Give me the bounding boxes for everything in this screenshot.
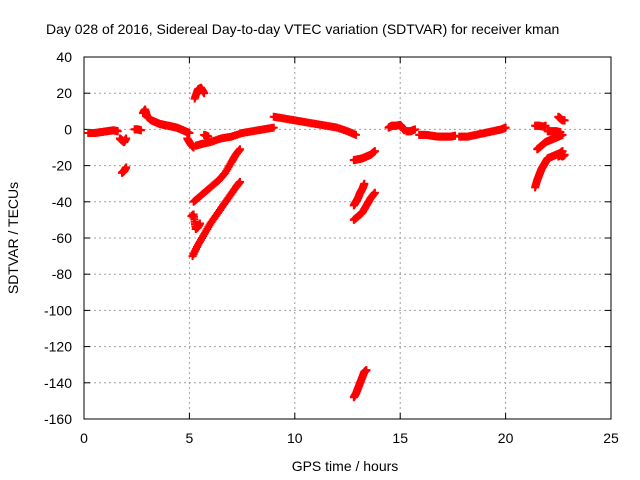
series-arc-14.4-15.2 xyxy=(384,120,409,135)
series-arc-12.8-13.8-c xyxy=(349,188,379,224)
data-point xyxy=(560,150,569,159)
series-arc-5.3-9 xyxy=(191,123,278,150)
y-axis-ticks: 40 20 0 -20 -40 -60 -80 -100 -120 -140 -160 xyxy=(44,49,611,427)
series-arc-22.0-22.6 xyxy=(543,127,565,137)
data-point xyxy=(200,89,209,98)
x-tick-label: 25 xyxy=(603,430,619,446)
series-arc-0-1.6 xyxy=(84,126,122,138)
x-tick-label: 0 xyxy=(80,430,88,446)
data-point xyxy=(370,188,379,197)
series-arc-5.2-7.4-c xyxy=(188,177,244,261)
x-axis-label: GPS time / hours xyxy=(292,458,399,474)
data-point xyxy=(185,129,194,138)
data-point xyxy=(410,125,419,134)
data-point xyxy=(195,219,204,228)
data-point xyxy=(235,177,244,186)
y-tick-label: -40 xyxy=(52,194,72,210)
data-point xyxy=(351,130,360,139)
data-point xyxy=(122,134,131,143)
y-tick-label: -120 xyxy=(44,339,72,355)
series-arc-1.6-2.1 xyxy=(115,134,131,147)
data-point xyxy=(269,123,278,132)
y-tick-label: -140 xyxy=(44,375,72,391)
data-point xyxy=(541,121,550,130)
data-point xyxy=(362,366,371,375)
y-tick-label: 40 xyxy=(56,49,72,65)
series-arc-2.4-2.7 xyxy=(130,125,145,135)
data-point xyxy=(136,126,145,135)
data-point xyxy=(560,116,569,125)
plot-frame xyxy=(83,56,612,420)
series-arc-22.5-22.8-low xyxy=(554,150,569,161)
y-axis-label: SDTVAR / TECUs xyxy=(5,182,21,294)
series-arc-9-12.9 xyxy=(269,112,360,139)
series-arc-12.8-13.8-a xyxy=(349,147,379,165)
x-axis-ticks: 0 5 10 15 20 25 xyxy=(80,57,619,446)
series-arc-17.8-20 xyxy=(455,123,510,141)
y-tick-label: -160 xyxy=(44,411,72,427)
y-tick-label: -100 xyxy=(44,302,72,318)
y-tick-label: 20 xyxy=(56,85,72,101)
chart-title: Day 028 of 2016, Sidereal Day-to-day VTE… xyxy=(46,21,559,37)
series-arc-15.9-17.6 xyxy=(415,130,460,141)
data-point xyxy=(556,128,565,137)
series-arc-5.2-7.4-a xyxy=(189,145,244,206)
data-point xyxy=(235,145,244,154)
y-tick-label: -60 xyxy=(52,230,72,246)
series-arc-5.2-5.6-up xyxy=(190,83,209,103)
series-arc-2.8-5.0 xyxy=(139,105,194,138)
series-arc-12.8-13.3-b xyxy=(349,179,369,210)
data-point xyxy=(370,147,379,156)
series-arc-1.7-2.0-low xyxy=(117,163,131,177)
x-tick-label: 5 xyxy=(186,430,194,446)
data-series xyxy=(84,83,569,402)
data-point xyxy=(122,163,131,172)
data-point xyxy=(113,127,122,136)
y-tick-label: -20 xyxy=(52,158,72,174)
y-tick-label: 0 xyxy=(64,121,72,137)
series-arc-22.5-22.8-up xyxy=(554,112,569,125)
series-arc-5.2-5.5-b xyxy=(187,210,204,233)
series-arc-15.3-15.7 xyxy=(402,125,419,136)
series-arc-12.8-13.4-d xyxy=(349,366,371,402)
grid xyxy=(84,57,611,419)
y-tick-label: -80 xyxy=(52,266,72,282)
series-arc-21.4-21.9 xyxy=(531,121,550,131)
data-point xyxy=(501,123,510,132)
x-tick-label: 10 xyxy=(287,430,303,446)
x-tick-label: 20 xyxy=(498,430,514,446)
x-tick-label: 15 xyxy=(392,430,408,446)
data-point xyxy=(360,179,369,188)
